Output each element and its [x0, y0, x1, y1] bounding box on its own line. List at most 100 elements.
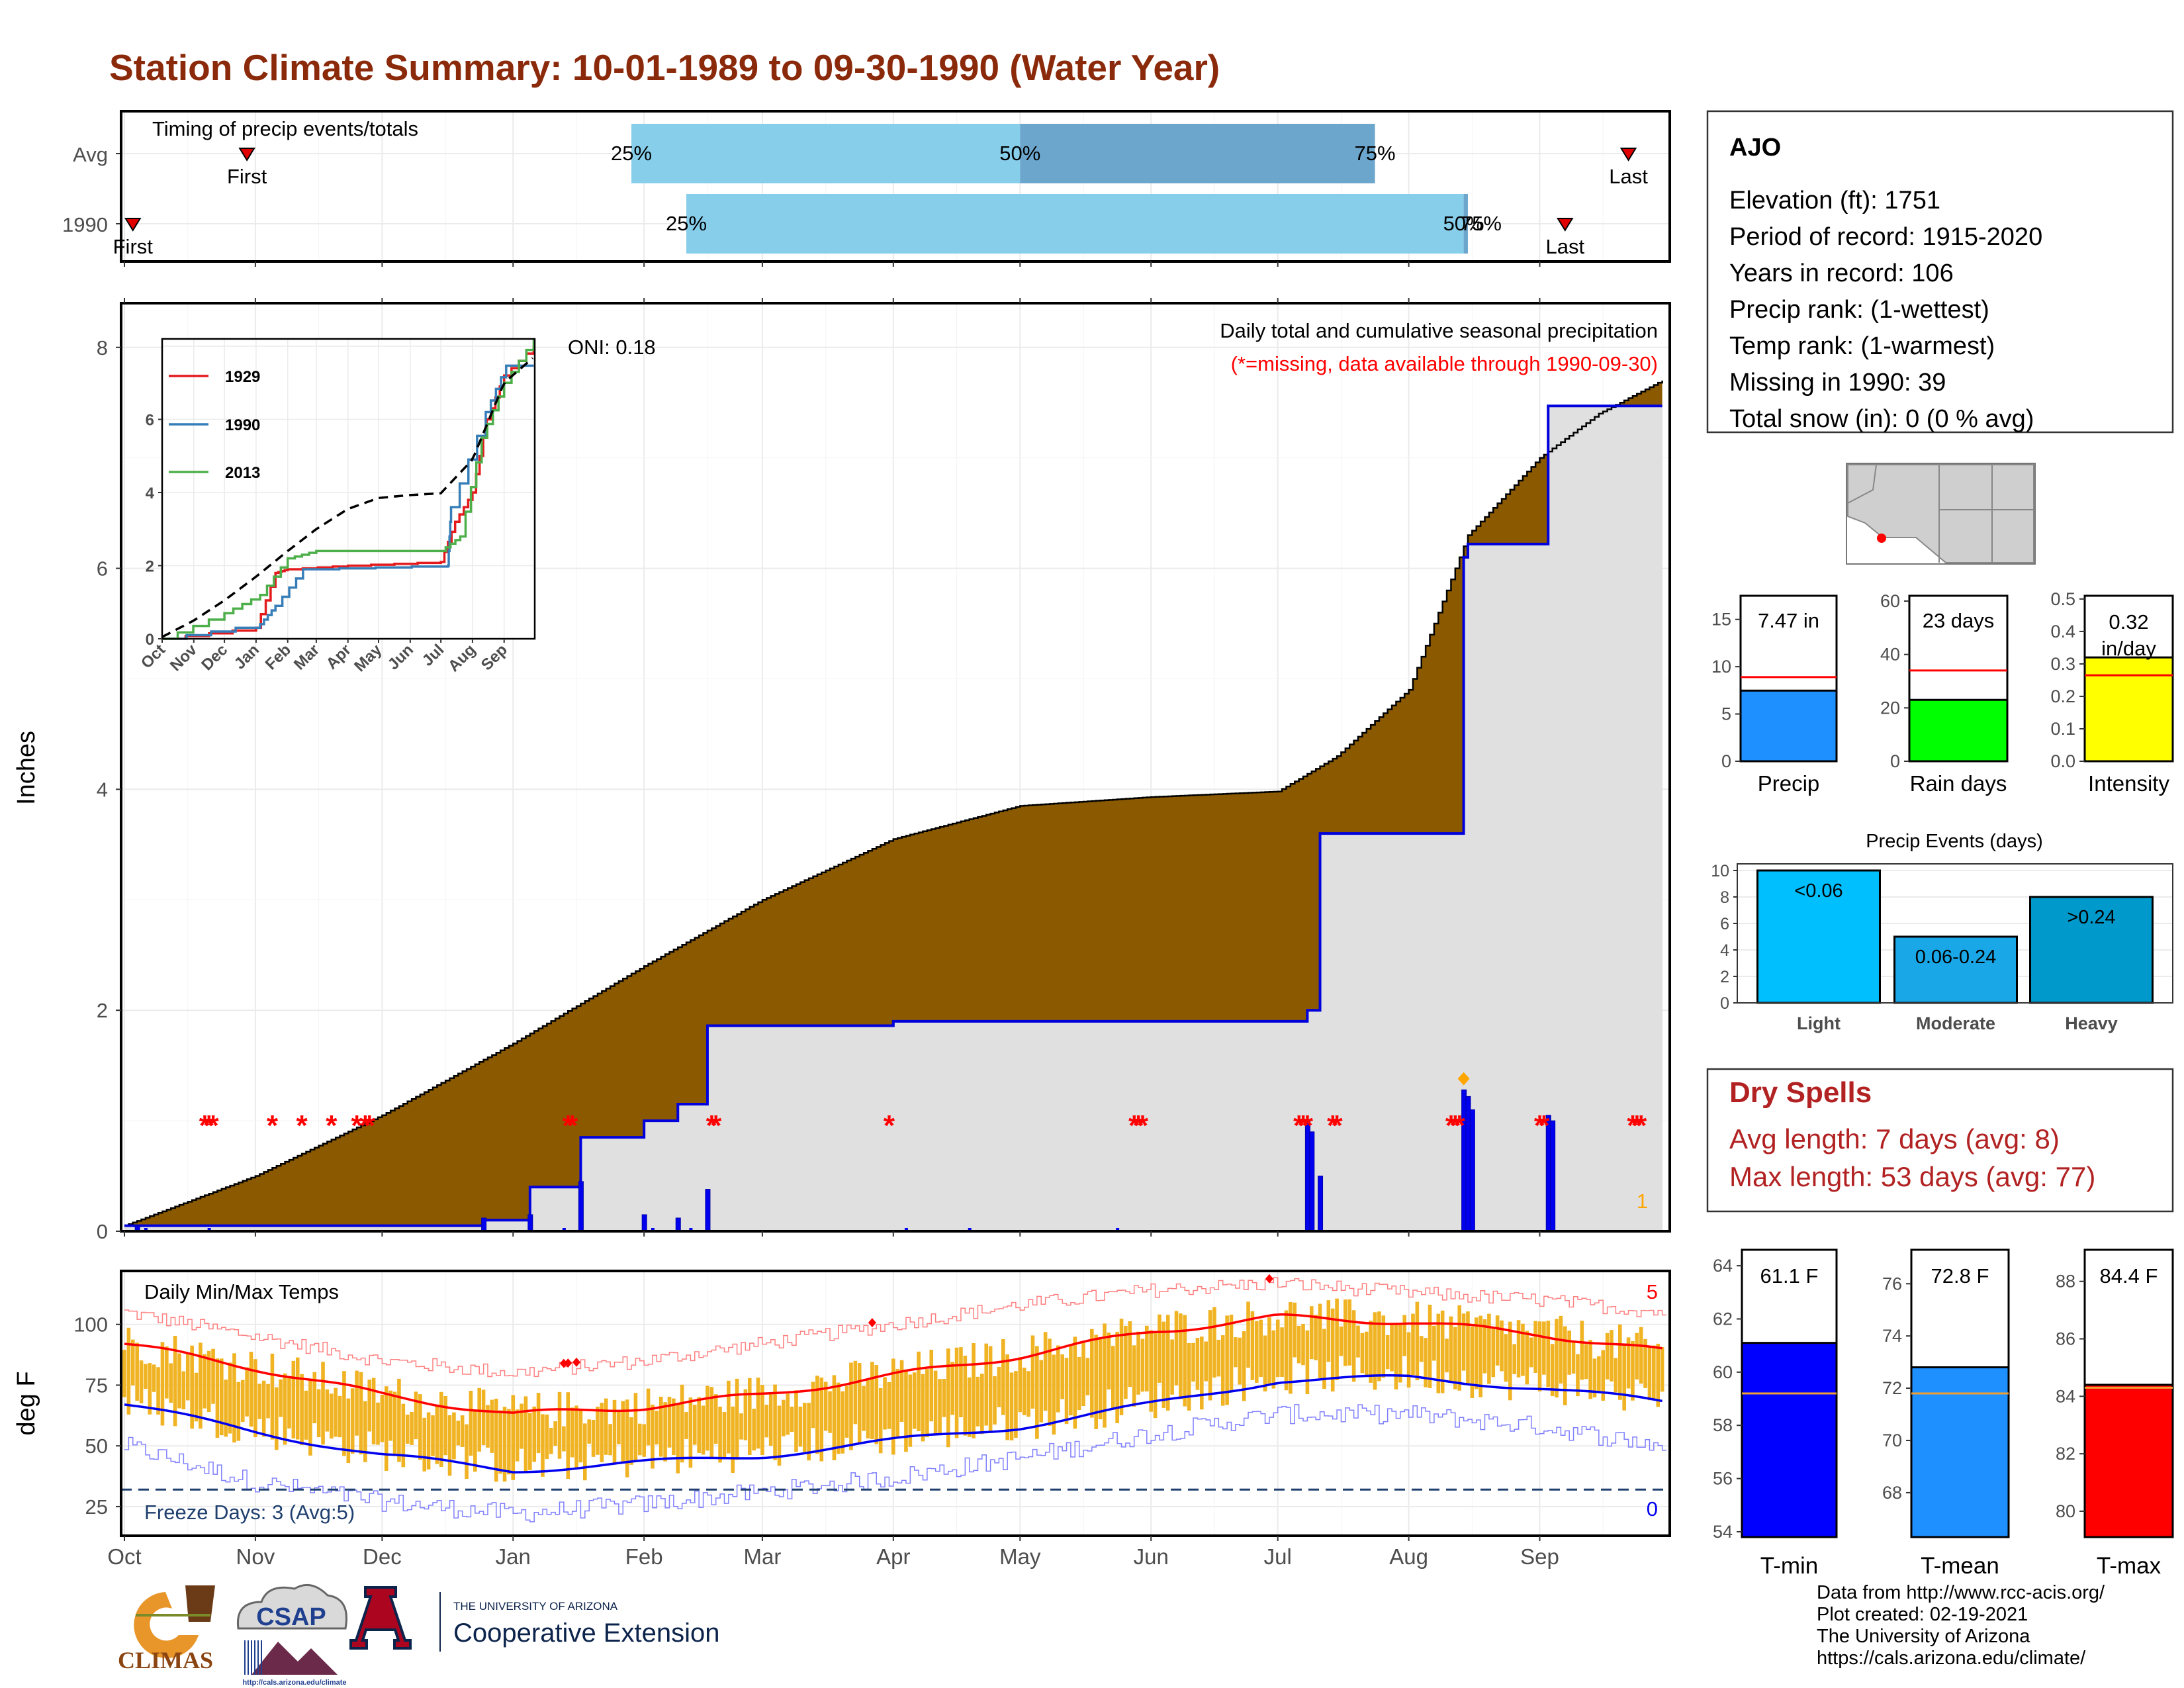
- daily-temp-bar: [1398, 1323, 1402, 1383]
- daily-temp-bar: [156, 1367, 160, 1415]
- event-bar-label: <0.06: [1794, 880, 1843, 902]
- events-ytick-label: 4: [1720, 941, 1729, 960]
- event-bar-label: >0.24: [2067, 907, 2115, 928]
- daily-temp-bar: [1631, 1340, 1635, 1401]
- daily-temp-bar: [295, 1357, 300, 1440]
- missing-day-marker: *: [267, 1109, 279, 1142]
- daily-temp-bar: [667, 1397, 672, 1448]
- daily-temp-bar: [460, 1415, 465, 1447]
- missing-day-marker: *: [1631, 1109, 1643, 1142]
- events-ytick-label: 10: [1711, 862, 1729, 880]
- daily-temp-bar: [1330, 1308, 1335, 1392]
- daily-temp-bar: [1360, 1333, 1365, 1374]
- summary-bar-label: Intensity: [2088, 771, 2169, 796]
- missing-day-marker: *: [1332, 1109, 1343, 1142]
- daily-temp-bar: [612, 1399, 617, 1463]
- daily-temp-bar: [828, 1391, 832, 1433]
- tbar-ytick-label: 60: [1713, 1362, 1733, 1382]
- summary-ytick-label: 0.0: [2050, 751, 2075, 771]
- station-info-line: Temp rank: (1-warmest): [1729, 332, 1995, 360]
- daily-temp-bar: [1305, 1330, 1310, 1394]
- temp-month-label: Oct: [107, 1544, 141, 1569]
- station-box: [1706, 110, 2174, 434]
- daily-temp-bar: [1128, 1321, 1132, 1387]
- record-high-marker: [868, 1318, 876, 1328]
- event-category-label: Light: [1797, 1013, 1841, 1033]
- daily-temp-bar: [553, 1421, 557, 1446]
- daily-temp-bar: [676, 1403, 680, 1474]
- daily-temp-bar: [993, 1376, 997, 1425]
- daily-temp-bar: [1605, 1333, 1610, 1380]
- tbar-ytick-label: 84: [2056, 1386, 2075, 1406]
- temp-month-label: Sep: [1520, 1544, 1559, 1569]
- daily-temp-bar: [713, 1394, 718, 1444]
- daily-temp-bar: [637, 1423, 642, 1456]
- daily-temp-bar: [1250, 1311, 1255, 1380]
- temp-month-label: Dec: [363, 1544, 402, 1569]
- daily-temp-bar: [1500, 1320, 1504, 1372]
- daily-temp-bar: [1529, 1337, 1533, 1368]
- daily-precip-bar: [578, 1181, 584, 1232]
- summary-ytick-label: 0.3: [2050, 654, 2075, 674]
- last-label: Last: [1609, 165, 1648, 188]
- daily-temp-bar: [849, 1362, 853, 1450]
- missing-day-marker: *: [884, 1109, 895, 1142]
- events-ytick-label: 2: [1720, 968, 1729, 986]
- daily-temp-bar: [1254, 1321, 1259, 1383]
- precip-panel: *** * * * *** ** ** * *** *** ** *** ** ***02468Inche…: [13, 298, 1671, 1243]
- daily-temp-bar: [1005, 1354, 1009, 1440]
- daily-temp-bar: [257, 1383, 262, 1419]
- missing-day-marker: *: [1534, 1109, 1546, 1142]
- first-label: First: [113, 235, 154, 258]
- summary-bar: [1908, 698, 2009, 763]
- daily-temp-bar: [1022, 1368, 1026, 1415]
- daily-temp-bar: [384, 1386, 388, 1471]
- daily-temp-bar: [1094, 1335, 1099, 1429]
- daily-temp-bar: [477, 1387, 482, 1452]
- main-ytick-label: 0: [97, 1220, 108, 1243]
- daily-temp-bar: [777, 1405, 782, 1466]
- daily-temp-bar: [144, 1364, 148, 1389]
- events-ytick-label: 0: [1720, 994, 1729, 1013]
- daily-temp-bar: [1145, 1325, 1149, 1392]
- daily-temp-bar: [1635, 1333, 1639, 1380]
- daily-temp-bar: [1073, 1336, 1077, 1429]
- timing-frame: [120, 110, 1671, 263]
- daily-temp-bar: [815, 1376, 819, 1454]
- daily-precip-bar: [705, 1189, 711, 1232]
- daily-temp-bar: [1610, 1330, 1614, 1382]
- temp-bars-panel: 54 56 58 60 62 64 61.1 F T-min 68 70 72 74 76 72.8 F T…: [1713, 1248, 2174, 1579]
- missing-day-marker: *: [1454, 1109, 1466, 1142]
- daily-temp-bar: [1225, 1315, 1229, 1405]
- daily-temp-bar: [325, 1389, 330, 1432]
- daily-temp-bar: [334, 1387, 338, 1437]
- tbar-ytick-label: 88: [2056, 1272, 2075, 1291]
- location-map: [1846, 463, 2036, 565]
- ua-small-text: THE UNIVERSITY OF ARIZONA: [453, 1600, 618, 1613]
- daily-temp-bar: [1533, 1321, 1537, 1373]
- daily-temp-bar: [921, 1374, 925, 1442]
- footer-line: The University of Arizona: [1817, 1626, 2030, 1647]
- event-bar: [1756, 869, 1881, 1004]
- tbar-ytick-label: 86: [2056, 1329, 2075, 1349]
- daily-temp-bar: [502, 1407, 507, 1482]
- temp-ytick-label: 75: [85, 1374, 108, 1397]
- daily-temp-bar: [1474, 1317, 1479, 1389]
- daily-temp-bar: [308, 1379, 312, 1456]
- daily-temp-bar: [312, 1372, 317, 1424]
- daily-temp-bar: [1267, 1317, 1271, 1384]
- timing-p50-label: 50%: [1443, 212, 1484, 235]
- daily-temp-bar: [1149, 1330, 1154, 1412]
- daily-temp-bar: [338, 1395, 342, 1438]
- main-ytick-label: 4: [97, 778, 108, 801]
- tbar-ytick-label: 76: [1882, 1274, 1902, 1293]
- daily-temp-bar: [731, 1406, 735, 1474]
- daily-temp-bar: [206, 1350, 211, 1412]
- timing-row-label: 1990: [62, 213, 108, 236]
- inset-line-1990: [162, 364, 534, 640]
- daily-temp-bar: [1436, 1313, 1441, 1393]
- daily-temp-bar: [1030, 1335, 1035, 1409]
- daily-temp-bar: [1161, 1321, 1166, 1408]
- tbar-ytick-label: 64: [1713, 1256, 1733, 1276]
